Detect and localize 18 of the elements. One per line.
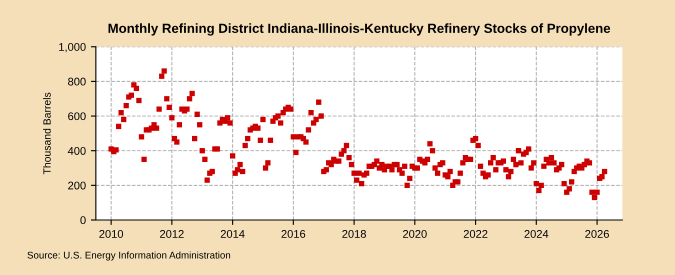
y-tick-label: 600 (68, 112, 86, 120)
source-note: Source: U.S. Energy Information Administration (27, 251, 230, 261)
y-tick-label: 1,000 (59, 43, 86, 52)
y-tick-label: 400 (68, 146, 86, 155)
x-tick-label: 2012 (160, 230, 184, 238)
x-tick-label: 2026 (585, 230, 609, 238)
x-tick-label: 2022 (464, 230, 488, 238)
y-tick-label: 800 (68, 78, 86, 86)
x-tick-label: 2018 (342, 230, 366, 238)
x-tick-label: 2010 (99, 230, 124, 238)
x-tick-label: 2016 (282, 230, 306, 238)
y-tick-label: 0 (80, 216, 86, 224)
y-axis-title: Thousand Barrels (43, 92, 51, 174)
y-tick-label: 200 (68, 182, 86, 190)
x-tick-label: 2020 (403, 230, 427, 238)
x-tick-label: 2024 (524, 230, 548, 238)
chart-title: Monthly Refining District Indiana-Illinois-Kentucky Refinery Stocks of Propylene (108, 23, 610, 36)
x-tick-label: 2014 (220, 230, 245, 238)
